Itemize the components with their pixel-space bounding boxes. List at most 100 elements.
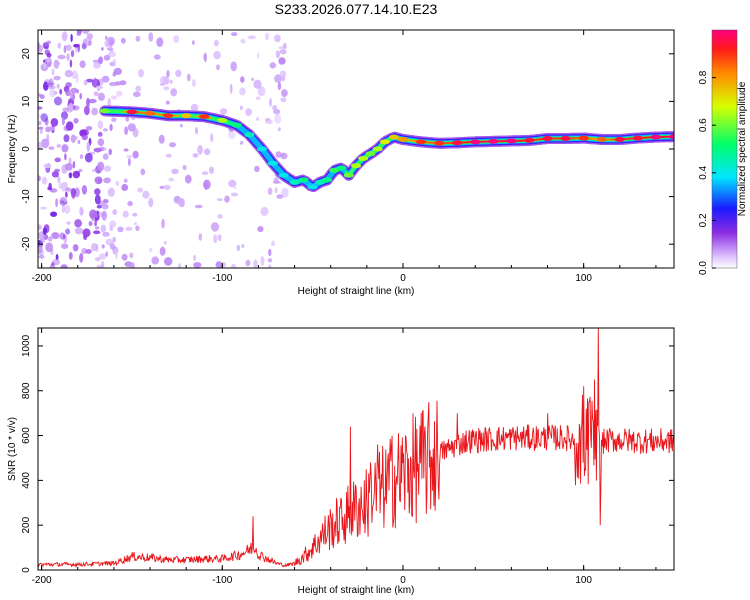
noise-blob — [137, 187, 143, 193]
noise-blob — [48, 78, 54, 88]
noise-blob — [38, 175, 41, 182]
noise-blob — [257, 52, 260, 59]
noise-blob — [119, 80, 127, 86]
noise-blob — [70, 50, 75, 58]
noise-blob — [215, 261, 223, 268]
noise-blob — [149, 248, 153, 252]
noise-blob — [94, 194, 101, 205]
ridge-knot — [217, 117, 228, 123]
noise-blob — [40, 113, 48, 122]
noise-blob — [102, 231, 110, 237]
noise-blob — [169, 79, 173, 84]
noise-blob — [280, 97, 287, 103]
ridge-knot — [506, 138, 517, 144]
noise-blob — [107, 187, 115, 197]
noise-blob — [38, 121, 42, 126]
noise-blob — [117, 226, 124, 233]
ridge-knot — [314, 179, 325, 185]
noise-blob — [283, 42, 287, 49]
noise-blob — [84, 40, 92, 46]
noise-blob — [60, 264, 68, 268]
noise-blob — [168, 177, 174, 182]
noise-blob — [93, 230, 101, 235]
noise-blob — [89, 209, 97, 219]
ridge-knot — [145, 110, 155, 116]
noise-blob — [125, 226, 133, 231]
noise-blob — [168, 142, 177, 148]
noise-blob — [50, 211, 58, 217]
noise-blob — [108, 38, 114, 48]
noise-blob — [101, 75, 110, 83]
noise-blob — [63, 134, 70, 143]
noise-blob — [48, 146, 55, 150]
noise-blob — [97, 131, 103, 137]
noise-blob — [132, 212, 138, 217]
noise-blob — [233, 185, 237, 190]
y-tick-label: 0 — [21, 146, 32, 152]
noise-blob — [53, 59, 60, 69]
ridge-knot — [351, 163, 361, 169]
noise-blob — [43, 62, 47, 69]
noise-blob — [121, 37, 126, 44]
noise-blob — [41, 238, 45, 243]
noise-blob — [84, 105, 90, 116]
noise-blob — [94, 257, 101, 262]
noise-blob — [165, 153, 172, 158]
noise-blob — [273, 34, 281, 43]
colorbar-label: Normalized spectral amplitude — [737, 81, 748, 216]
noise-blob — [57, 175, 61, 184]
noise-blob — [85, 249, 92, 254]
noise-blob — [50, 118, 59, 127]
noise-blob — [124, 126, 128, 136]
noise-blob — [277, 82, 282, 91]
noise-blob — [51, 171, 60, 178]
noise-blob — [85, 126, 93, 131]
noise-blob — [228, 130, 236, 139]
noise-blob — [279, 70, 287, 77]
noise-blob — [58, 182, 62, 190]
noise-blob — [103, 165, 112, 172]
noise-blob — [192, 40, 195, 45]
noise-blob — [39, 128, 43, 135]
noise-blob — [77, 139, 81, 145]
noise-blob — [107, 98, 111, 107]
noise-blob — [121, 183, 129, 192]
signal-ridge — [99, 105, 674, 192]
noise-blob — [204, 52, 207, 63]
ridge-knot — [257, 146, 267, 152]
noise-blob — [134, 222, 138, 226]
y-tick-label: -20 — [21, 237, 32, 252]
ridge-knot — [307, 184, 318, 190]
noise-blob — [51, 68, 55, 76]
noise-blob — [112, 209, 118, 216]
noise-blob — [71, 105, 80, 111]
ridge-knot — [298, 177, 309, 183]
noise-blob — [94, 216, 98, 222]
noise-blob — [102, 153, 109, 160]
noise-blob — [127, 200, 133, 207]
noise-blob — [85, 37, 92, 42]
noise-blob — [38, 141, 43, 150]
noise-blob — [72, 93, 75, 101]
noise-blob — [239, 105, 243, 111]
noise-blob — [38, 231, 45, 241]
noise-blob — [195, 127, 198, 135]
noise-blob — [95, 226, 100, 230]
noise-blob — [264, 117, 271, 122]
noise-blob — [135, 225, 140, 231]
noise-blob — [61, 144, 69, 153]
noise-blob — [164, 257, 173, 266]
colorbar-tick-label: 0.8 — [698, 70, 709, 84]
ridge-knot — [542, 136, 553, 141]
noise-blob — [93, 91, 99, 96]
noise-blob — [82, 30, 90, 35]
noise-blob — [76, 89, 79, 94]
noise-blob — [194, 204, 203, 209]
ridge-knot — [181, 113, 192, 119]
ridge-knot — [596, 137, 607, 142]
noise-blob — [62, 234, 66, 240]
noise-blob — [83, 79, 88, 86]
colorbar-ticks: 0.0 0.2 0.4 0.6 0.8 — [698, 70, 716, 275]
y-tick-label: 200 — [21, 516, 32, 533]
